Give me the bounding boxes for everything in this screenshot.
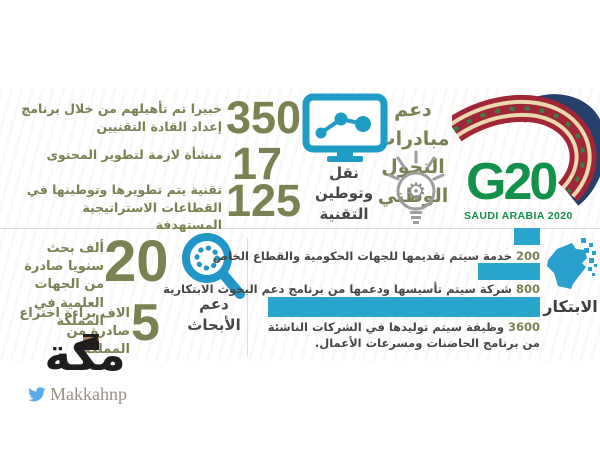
monitor-chart-icon	[301, 93, 389, 167]
idea-bulb-gear-icon: ⚙	[384, 150, 448, 232]
bar-value-services: 200	[515, 249, 540, 263]
twitter-link[interactable]: Makkahnp	[28, 384, 127, 405]
svg-text:⚙: ⚙	[406, 179, 427, 205]
saudi-map-icon	[545, 236, 597, 298]
g20-wordmark: G20	[466, 153, 558, 211]
vertical-divider	[247, 238, 248, 356]
g20-logo: G20 SAUDI ARABIA 2020	[452, 90, 600, 230]
tech-section-label: نقل وتوطين التقنية	[314, 164, 374, 223]
bar-label-services: 200خدمة سيتم تقديمها للجهات الحكومية وال…	[212, 249, 540, 263]
makkah-newspaper-logo: مكة Makkahnp	[26, 330, 146, 406]
g20-subtitle: SAUDI ARABIA 2020	[464, 210, 573, 222]
horizontal-divider	[0, 228, 600, 229]
sadu-ribbon-icon	[452, 94, 600, 206]
stat-value-research: 20	[104, 229, 169, 294]
bar-label-companies: 800شركة سيتم تأسيسها ودعمها من برنامج دع…	[163, 282, 540, 296]
stat-label-technologies: تقنية يتم تطويرها وتوطينها في القطاعات ا…	[26, 182, 222, 232]
stat-value-experts: 350	[226, 92, 302, 143]
innovation-section-label: الابتكار	[543, 297, 598, 316]
stat-value-facilities: 17	[232, 138, 283, 189]
stat-value-technologies: 125	[226, 175, 302, 226]
kaaba-icon	[83, 334, 99, 350]
twitter-bird-icon	[28, 387, 46, 402]
makkah-wordmark: مكة	[44, 328, 126, 381]
twitter-handle: Makkahnp	[50, 384, 127, 404]
stat-label-research: ألف بحث سنويا صادرة من الجهات العلمية في…	[24, 241, 104, 329]
bar-value-companies: 800	[515, 282, 540, 296]
stat-label-facilities: منشأة لازمة لتطوير المحتوى	[46, 147, 222, 162]
research-section-label: دعم الأبحاث	[187, 295, 241, 334]
bar-label-jobs: 3600وظيفة سيتم توليدها في الشركات الناشئ…	[267, 320, 540, 350]
bar-jobs	[268, 297, 540, 317]
stat-label-experts: خبيرا تم تأهيلهم من خلال برنامج إعداد ال…	[21, 101, 222, 134]
bar-value-jobs: 3600	[507, 320, 540, 334]
magnifier-icon	[178, 230, 250, 308]
bar-companies	[478, 263, 540, 280]
stat-value-patents: 5	[131, 294, 160, 352]
bar-services	[514, 228, 540, 245]
